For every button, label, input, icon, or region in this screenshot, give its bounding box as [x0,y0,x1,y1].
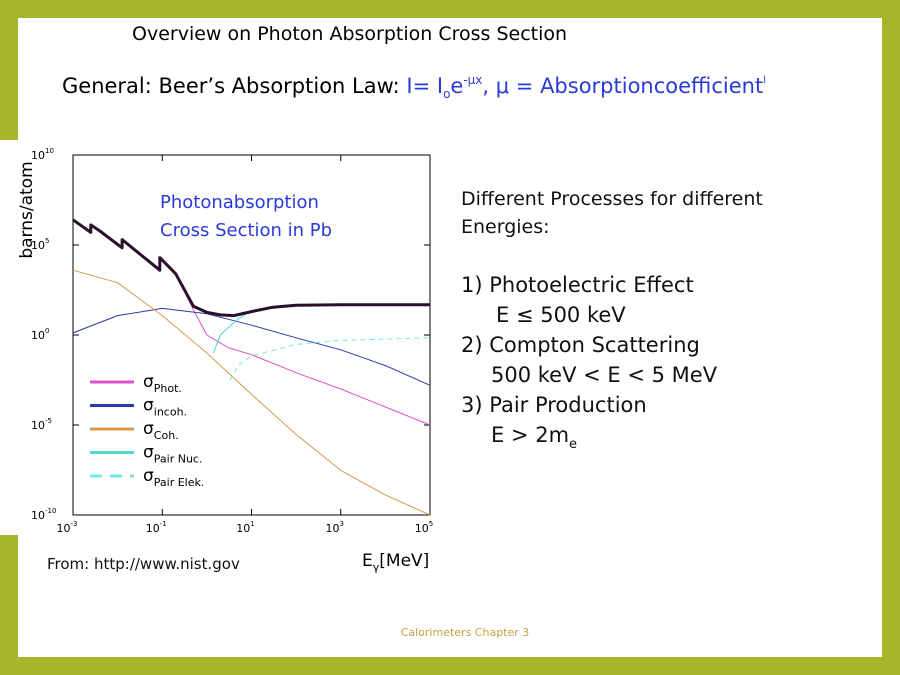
tick-exp: 3 [340,520,344,528]
law-part: I= I [406,74,443,98]
process-text: 2) Compton Scattering [461,333,700,357]
x-label-part: [MeV] [379,551,429,571]
process-text: Energies: [461,216,550,238]
slide-panel-notch [0,140,18,535]
y-tick-label: 10-5 [31,417,52,432]
legend-name: σ [143,372,154,392]
tick-exp: -3 [71,520,78,528]
legend-name: σ [143,419,154,439]
tick-exp: 10 [45,147,54,155]
x-label-sub: γ [373,561,380,574]
tick-exp: -1 [160,520,167,528]
tick-base: 10 [31,509,45,522]
process-text: E > 2me [491,423,577,452]
chart-title: Photonabsorption [160,192,319,213]
tick-exp: 0 [45,327,49,335]
tick-base: 10 [31,329,45,342]
law-sub: o [443,87,450,101]
y-axis-label: barns/atom [17,161,37,258]
pair-condition: E > 2m [491,423,569,447]
law-sup: l [763,75,766,86]
legend-sub: Coh. [154,429,179,442]
y-tick-label: 105 [31,237,49,252]
law-part: e [450,74,463,98]
legend-sub: incoh. [154,406,187,419]
y-tick-label: 1010 [31,147,54,162]
legend-name: σ [143,443,154,463]
legend-label: σCoh. [143,419,179,442]
legend-name: σ [143,396,154,416]
x-tick-label: 10-1 [146,520,167,535]
legend-sub: Pair Nuc. [154,453,203,466]
footer: Calorimeters Chapter 3 [401,626,530,639]
x-tick-label: 103 [326,520,344,535]
tick-exp: -5 [45,417,52,425]
process-text: 3) Pair Production [461,393,647,417]
x-tick-label: 10-3 [57,520,78,535]
series-line [72,307,431,386]
legend-label: σincoh. [143,396,187,419]
law-prefix: General: Beer’s Absorption Law: [62,74,406,98]
tick-base: 10 [415,522,429,535]
tick-base: 10 [31,239,45,252]
process-list: Different Processes for different Energi… [461,188,763,452]
process-text: 500 keV < E < 5 MeV [491,363,718,387]
process-text: Different Processes for different [461,188,763,210]
chart-title: Cross Section in Pb [160,220,332,241]
x-tick-label: 105 [415,520,433,535]
x-axis-label: Eγ[MeV] [362,551,429,574]
source: From: http://www.nist.gov [47,555,240,573]
tick-exp: 5 [429,520,433,528]
pair-condition-sub: e [569,437,577,452]
series-line [229,337,431,381]
y-tick-label: 10-10 [31,507,56,522]
tick-base: 10 [146,522,160,535]
process-text: E ≤ 500 keV [496,303,626,327]
slide-title: Overview on Photon Absorption Cross Sect… [132,23,567,45]
series-line [72,269,431,516]
legend-name: σ [143,466,154,486]
legend-label: σPair Nuc. [143,443,202,466]
slide-panel [18,18,882,657]
legend-label: σPhot. [143,372,182,395]
tick-exp: 1 [250,520,254,528]
law-line: General: Beer’s Absorption Law: I= Ioe-μ… [62,73,766,101]
chart: 10-3 10-1 101 103 10510-1010-51001051010barn… [17,147,433,574]
law-part: , μ = Absorptioncoefficient [482,74,763,98]
tick-base: 10 [31,419,45,432]
tick-base: 10 [326,522,340,535]
x-label-part: E [362,551,373,571]
legend-sub: Phot. [154,382,182,395]
series-line [72,218,430,318]
legend-sub: Pair Elek. [154,476,205,489]
tick-base: 10 [31,149,45,162]
legend-label: σPair Elek. [143,466,204,489]
tick-base: 10 [57,522,71,535]
tick-base: 10 [236,522,250,535]
tick-exp: -10 [45,507,56,515]
y-tick-label: 100 [31,327,49,342]
tick-exp: 5 [45,237,49,245]
process-text: 1) Photoelectric Effect [461,273,694,297]
x-tick-label: 101 [236,520,254,535]
law-sup: -μx [463,73,482,87]
